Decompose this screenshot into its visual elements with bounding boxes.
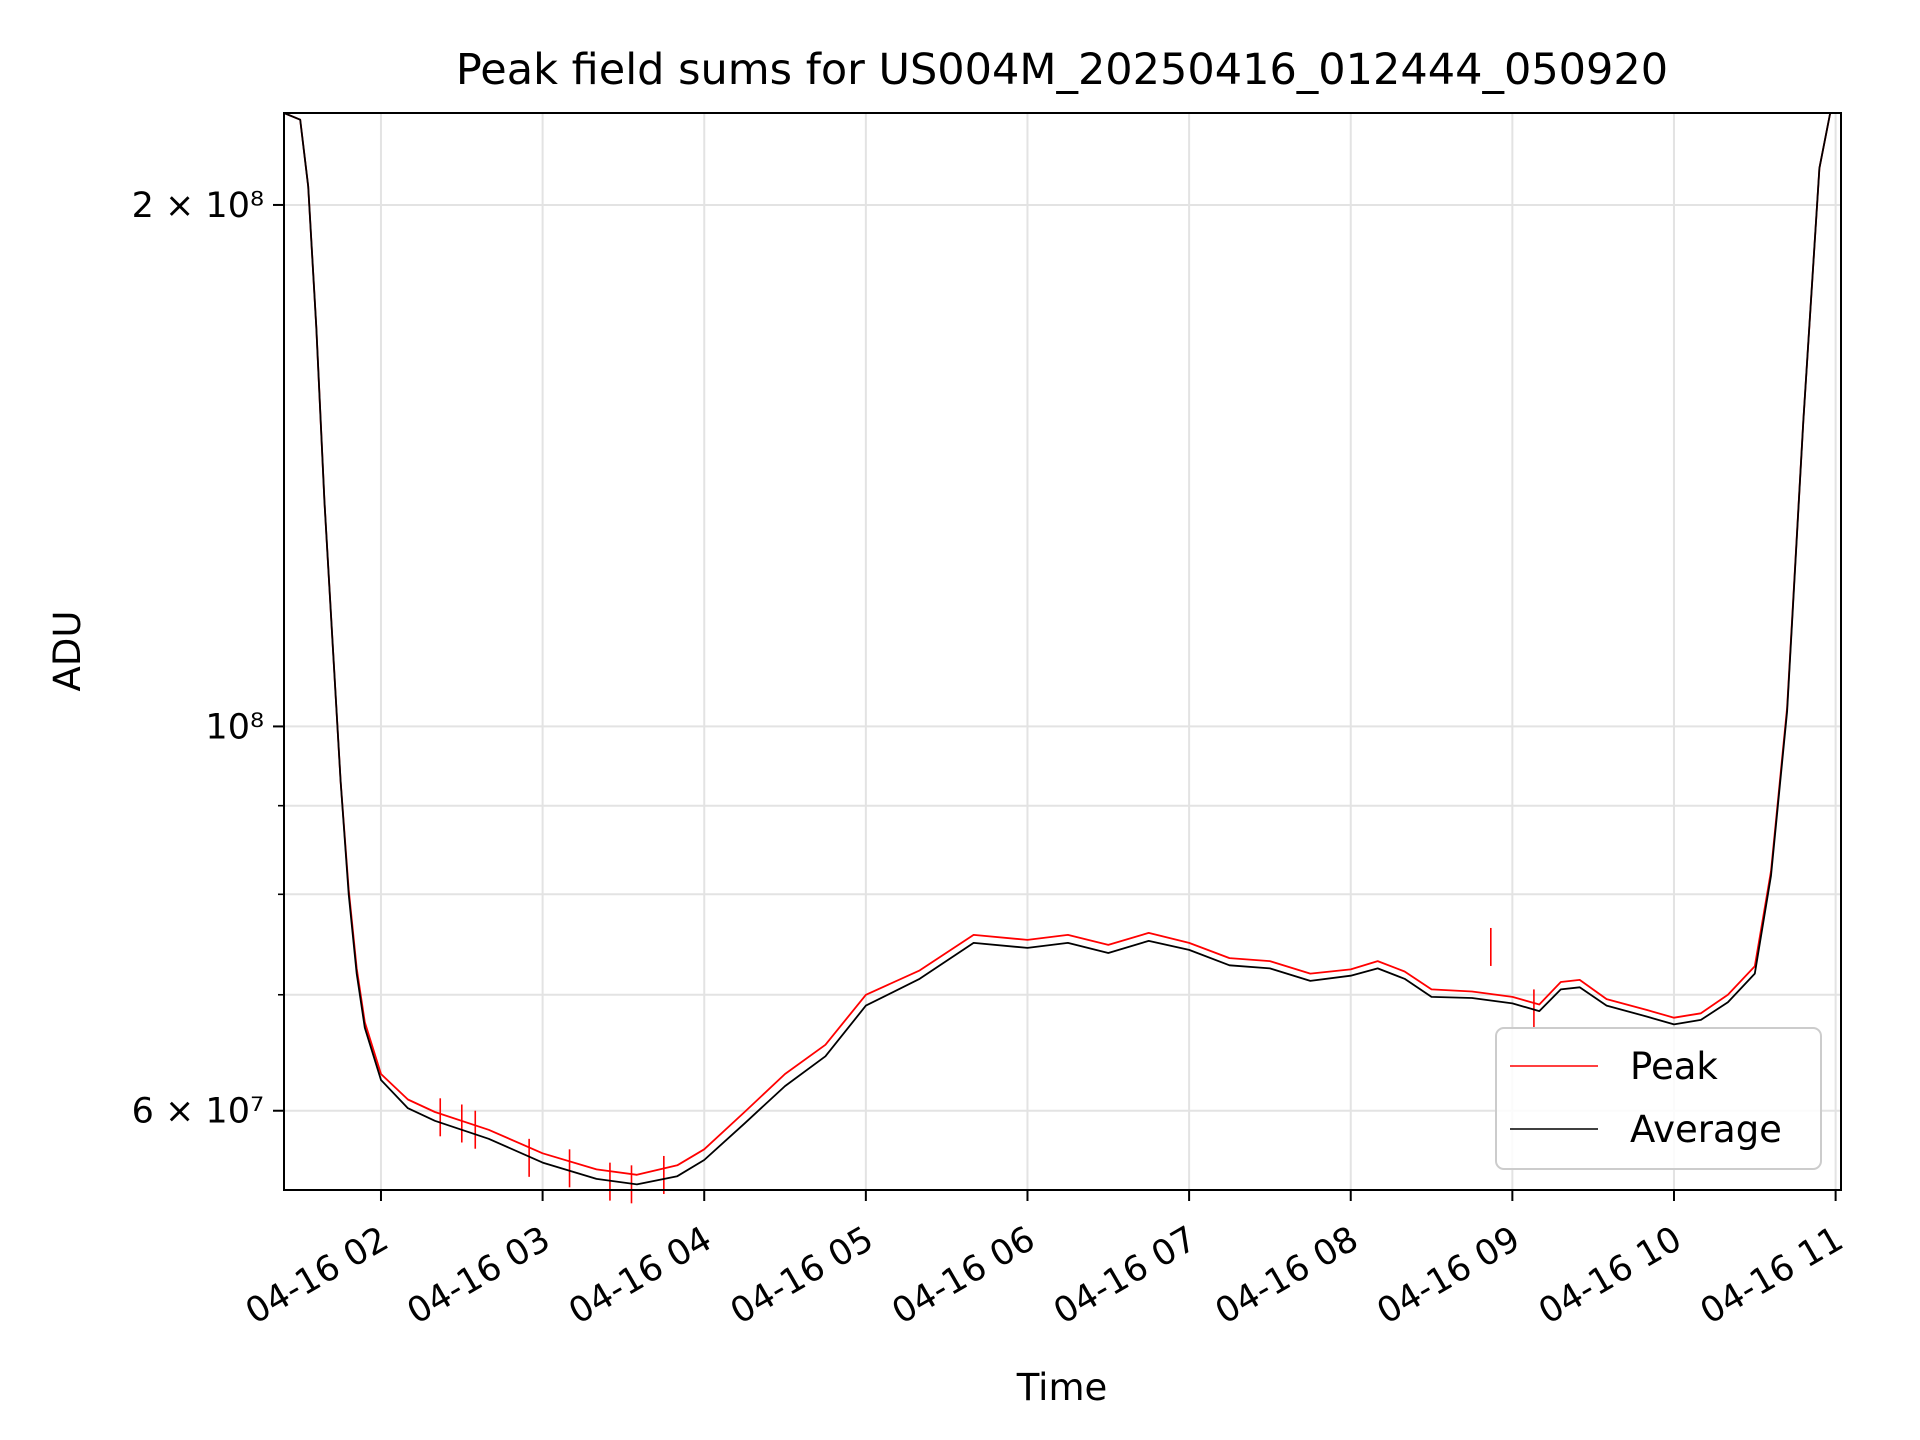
series-line-average	[283, 112, 1841, 1186]
chart-title: Peak field sums for US004M_20250416_0124…	[456, 45, 1668, 95]
y-tick-label: 10⁸	[205, 707, 264, 747]
legend: Peak Average	[1495, 1027, 1822, 1170]
y-tick-label: 6 × 10⁷	[132, 1092, 264, 1132]
legend-box	[1495, 1027, 1822, 1170]
legend-label-peak: Peak	[1630, 1045, 1718, 1088]
plot-frame	[283, 112, 1842, 1191]
y-axis-label: ADU	[46, 611, 89, 692]
y-axis: 6 × 10⁷ 10⁸ 2 × 10⁸	[132, 186, 284, 1132]
x-axis-label: Time	[1016, 1366, 1108, 1409]
grid	[284, 113, 1841, 1190]
y-tick-label: 2 × 10⁸	[132, 186, 264, 226]
legend-label-average: Average	[1630, 1108, 1782, 1151]
plot-lines	[283, 112, 1841, 1204]
